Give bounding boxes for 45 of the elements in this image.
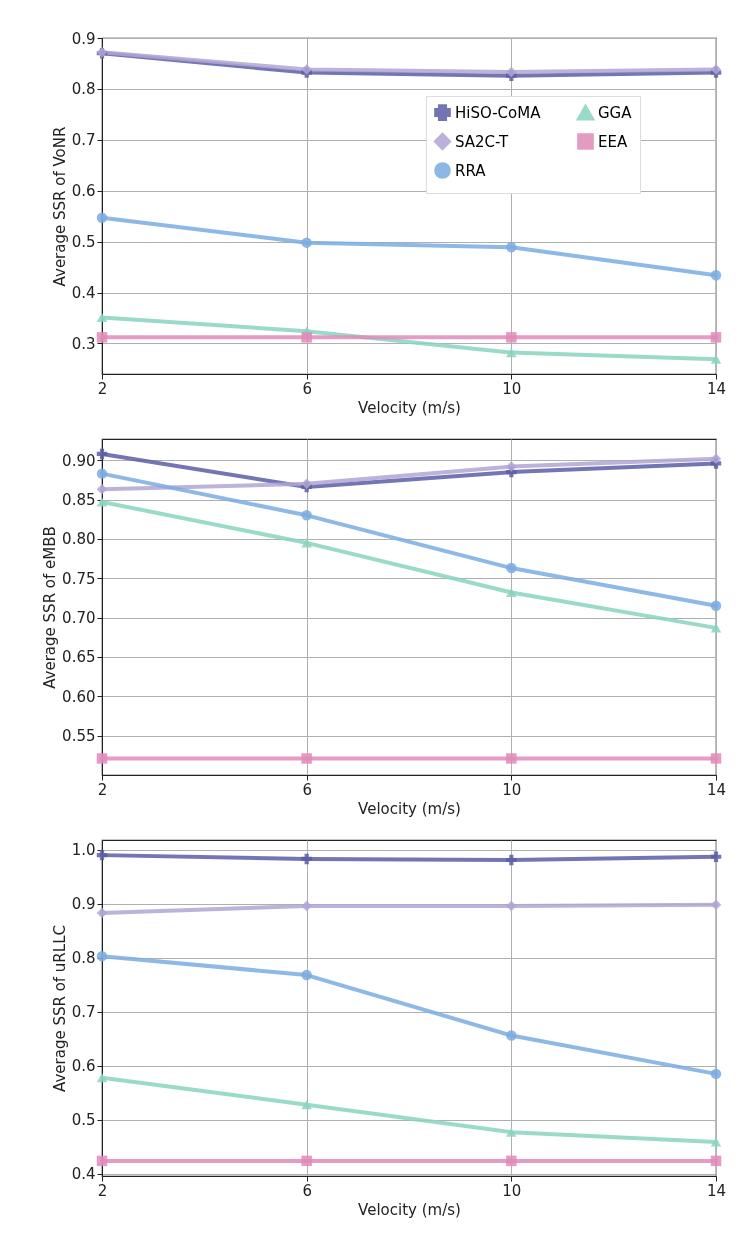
x-tick-label: 2 — [97, 379, 108, 398]
y-tick-label: 0.9 — [71, 895, 96, 914]
y-tick-label: 0.9 — [71, 29, 96, 48]
x-tick-label: 2 — [97, 780, 108, 799]
x-tick-label: 10 — [502, 1181, 522, 1200]
x-tick-label: 6 — [302, 1181, 312, 1200]
y-axis-title: Average SSR of VoNR — [50, 126, 69, 287]
y-tick-label: 0.85 — [62, 491, 96, 510]
y-tick-label: 0.8 — [71, 80, 96, 99]
x-axis-title: Velocity (m/s) — [358, 1200, 461, 1219]
legend-label: GGA — [598, 104, 633, 123]
y-tick-label: 0.70 — [62, 609, 96, 628]
x-tick-label: 10 — [502, 780, 522, 799]
y-tick-label: 0.60 — [62, 687, 96, 706]
x-tick-label: 14 — [706, 379, 727, 398]
y-tick-label: 0.3 — [71, 334, 96, 353]
y-tick-label: 0.80 — [62, 530, 96, 549]
legend-label: SA2C-T — [455, 132, 510, 151]
y-tick-label: 0.75 — [62, 569, 96, 588]
x-tick-label: 6 — [302, 780, 312, 799]
legend-label: HiSO-CoMA — [455, 103, 542, 122]
x-tick-label: 14 — [706, 1181, 727, 1200]
x-tick-label: 14 — [706, 780, 727, 799]
y-tick-label: 0.5 — [71, 233, 96, 252]
y-tick-label: 0.4 — [71, 1165, 96, 1184]
y-tick-label: 0.65 — [62, 648, 96, 667]
legend-label: EEA — [598, 132, 628, 151]
y-axis-title: Average SSR of eMBB — [41, 526, 60, 689]
legend-label: RRA — [455, 161, 487, 180]
y-tick-label: 0.5 — [71, 1111, 96, 1130]
y-tick-label: 0.7 — [71, 1003, 96, 1022]
y-tick-label: 0.90 — [62, 451, 96, 470]
x-tick-label: 10 — [502, 379, 522, 398]
y-tick-label: 0.55 — [62, 727, 96, 746]
x-tick-label: 6 — [302, 379, 312, 398]
y-tick-label: 0.6 — [71, 182, 96, 201]
y-axis-title: Average SSR of uRLLC — [50, 925, 69, 1092]
y-tick-label: 0.4 — [71, 284, 96, 303]
y-tick-label: 1.0 — [71, 841, 96, 860]
y-tick-label: 0.7 — [71, 131, 96, 150]
x-axis-title: Velocity (m/s) — [358, 398, 461, 417]
x-axis-title: Velocity (m/s) — [358, 799, 461, 818]
y-tick-label: 0.6 — [71, 1057, 96, 1076]
y-tick-label: 0.8 — [71, 949, 96, 968]
x-tick-label: 2 — [97, 1181, 108, 1200]
